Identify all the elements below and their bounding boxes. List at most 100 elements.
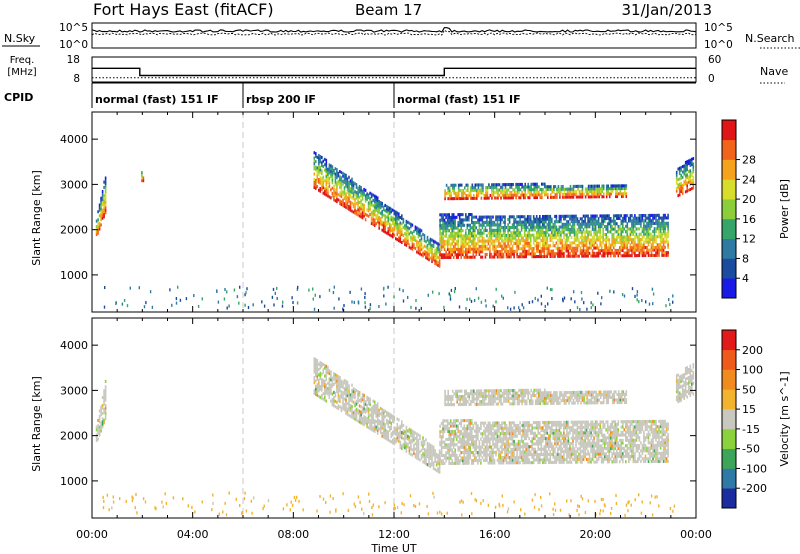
echo-cell [598,217,600,220]
echo-cell [444,240,446,243]
echo-cell [459,430,461,433]
echo-cell [512,183,514,186]
echo-cell [372,223,374,226]
echo-cell [518,234,520,237]
echo-cell [580,223,582,226]
echo-cell [434,262,436,265]
echo-cell [536,236,538,239]
echo-cell [105,396,107,399]
echo-cell [522,237,524,240]
ground-scatter-cell [510,308,511,311]
echo-cell [473,216,475,219]
echo-cell [450,441,452,444]
echo-cell [642,243,644,246]
echo-cell [661,233,663,236]
echo-cell [380,426,382,429]
echo-cell [542,239,544,242]
echo-cell [512,253,514,256]
echo-cell [374,411,376,414]
echo-cell [554,228,556,231]
echo-cell [566,241,568,244]
echo-cell [485,245,487,248]
echo-cell [521,191,523,194]
echo-cell [583,255,585,258]
echo-cell [516,424,518,427]
echo-cell [563,247,565,250]
echo-cell [530,223,532,226]
echo-cell [522,427,524,430]
echo-cell [639,243,641,246]
echo-cell [545,228,547,231]
echo-cell [394,440,396,443]
echo-cell [425,449,427,452]
echo-cell [610,244,612,247]
echo-cell [571,215,573,218]
echo-cell [658,225,660,228]
echo-cell [347,402,349,405]
echo-cell [342,183,344,186]
echo-cell [515,194,517,197]
echo-cell [377,405,379,408]
echo-cell [651,249,653,252]
echo-cell [533,188,535,191]
echo-cell [314,376,316,379]
echo-cell [592,239,594,242]
echo-cell [380,420,382,423]
echo-cell [512,188,514,191]
echo-cell [468,234,470,237]
echo-cell [628,252,630,255]
echo-cell [451,459,453,462]
echo-cell [452,197,454,200]
echo-cell [418,444,420,447]
echo-cell [476,253,478,256]
echo-cell [601,249,603,252]
echo-cell [516,443,518,446]
echo-cell [434,251,436,254]
echo-cell [333,190,335,193]
echo-cell [519,421,521,424]
echo-cell [318,167,320,170]
echo-cell [608,217,610,220]
echo-cell [317,166,319,169]
echo-cell [427,244,429,247]
echo-cell [686,174,688,177]
echo-cell [618,233,620,236]
echo-cell [386,205,388,208]
echo-cell [616,217,618,220]
echo-cell [516,215,518,218]
echo-cell [450,227,452,230]
echo-cell [627,249,629,252]
echo-cell [467,224,469,227]
echo-cell [582,188,584,191]
echo-cell [545,242,547,245]
echo-cell [651,222,653,225]
echo-cell [360,213,362,216]
echo-cell [465,250,467,253]
echo-cell [430,256,432,259]
echo-cell [315,152,317,155]
echo-cell [467,432,469,435]
echo-cell [477,424,479,427]
echo-cell [531,234,533,237]
echo-cell [481,191,483,194]
echo-cell [486,424,488,427]
echo-cell [378,203,380,206]
echo-cell [663,222,665,225]
echo-cell [462,240,464,243]
echo-cell [341,171,343,174]
echo-cell [537,242,539,245]
echo-cell [353,393,355,396]
echo-cell [428,453,430,456]
echo-cell [539,215,541,218]
echo-cell [388,412,390,415]
echo-cell [560,215,562,218]
echo-cell [530,218,532,221]
nave-tick-low: 0 [708,73,715,85]
echo-cell [357,189,359,192]
echo-cell [560,239,562,242]
echo-cell [501,421,503,424]
echo-cell [566,225,568,228]
echo-cell [552,196,554,199]
echo-cell [510,215,512,218]
echo-cell [103,408,105,411]
